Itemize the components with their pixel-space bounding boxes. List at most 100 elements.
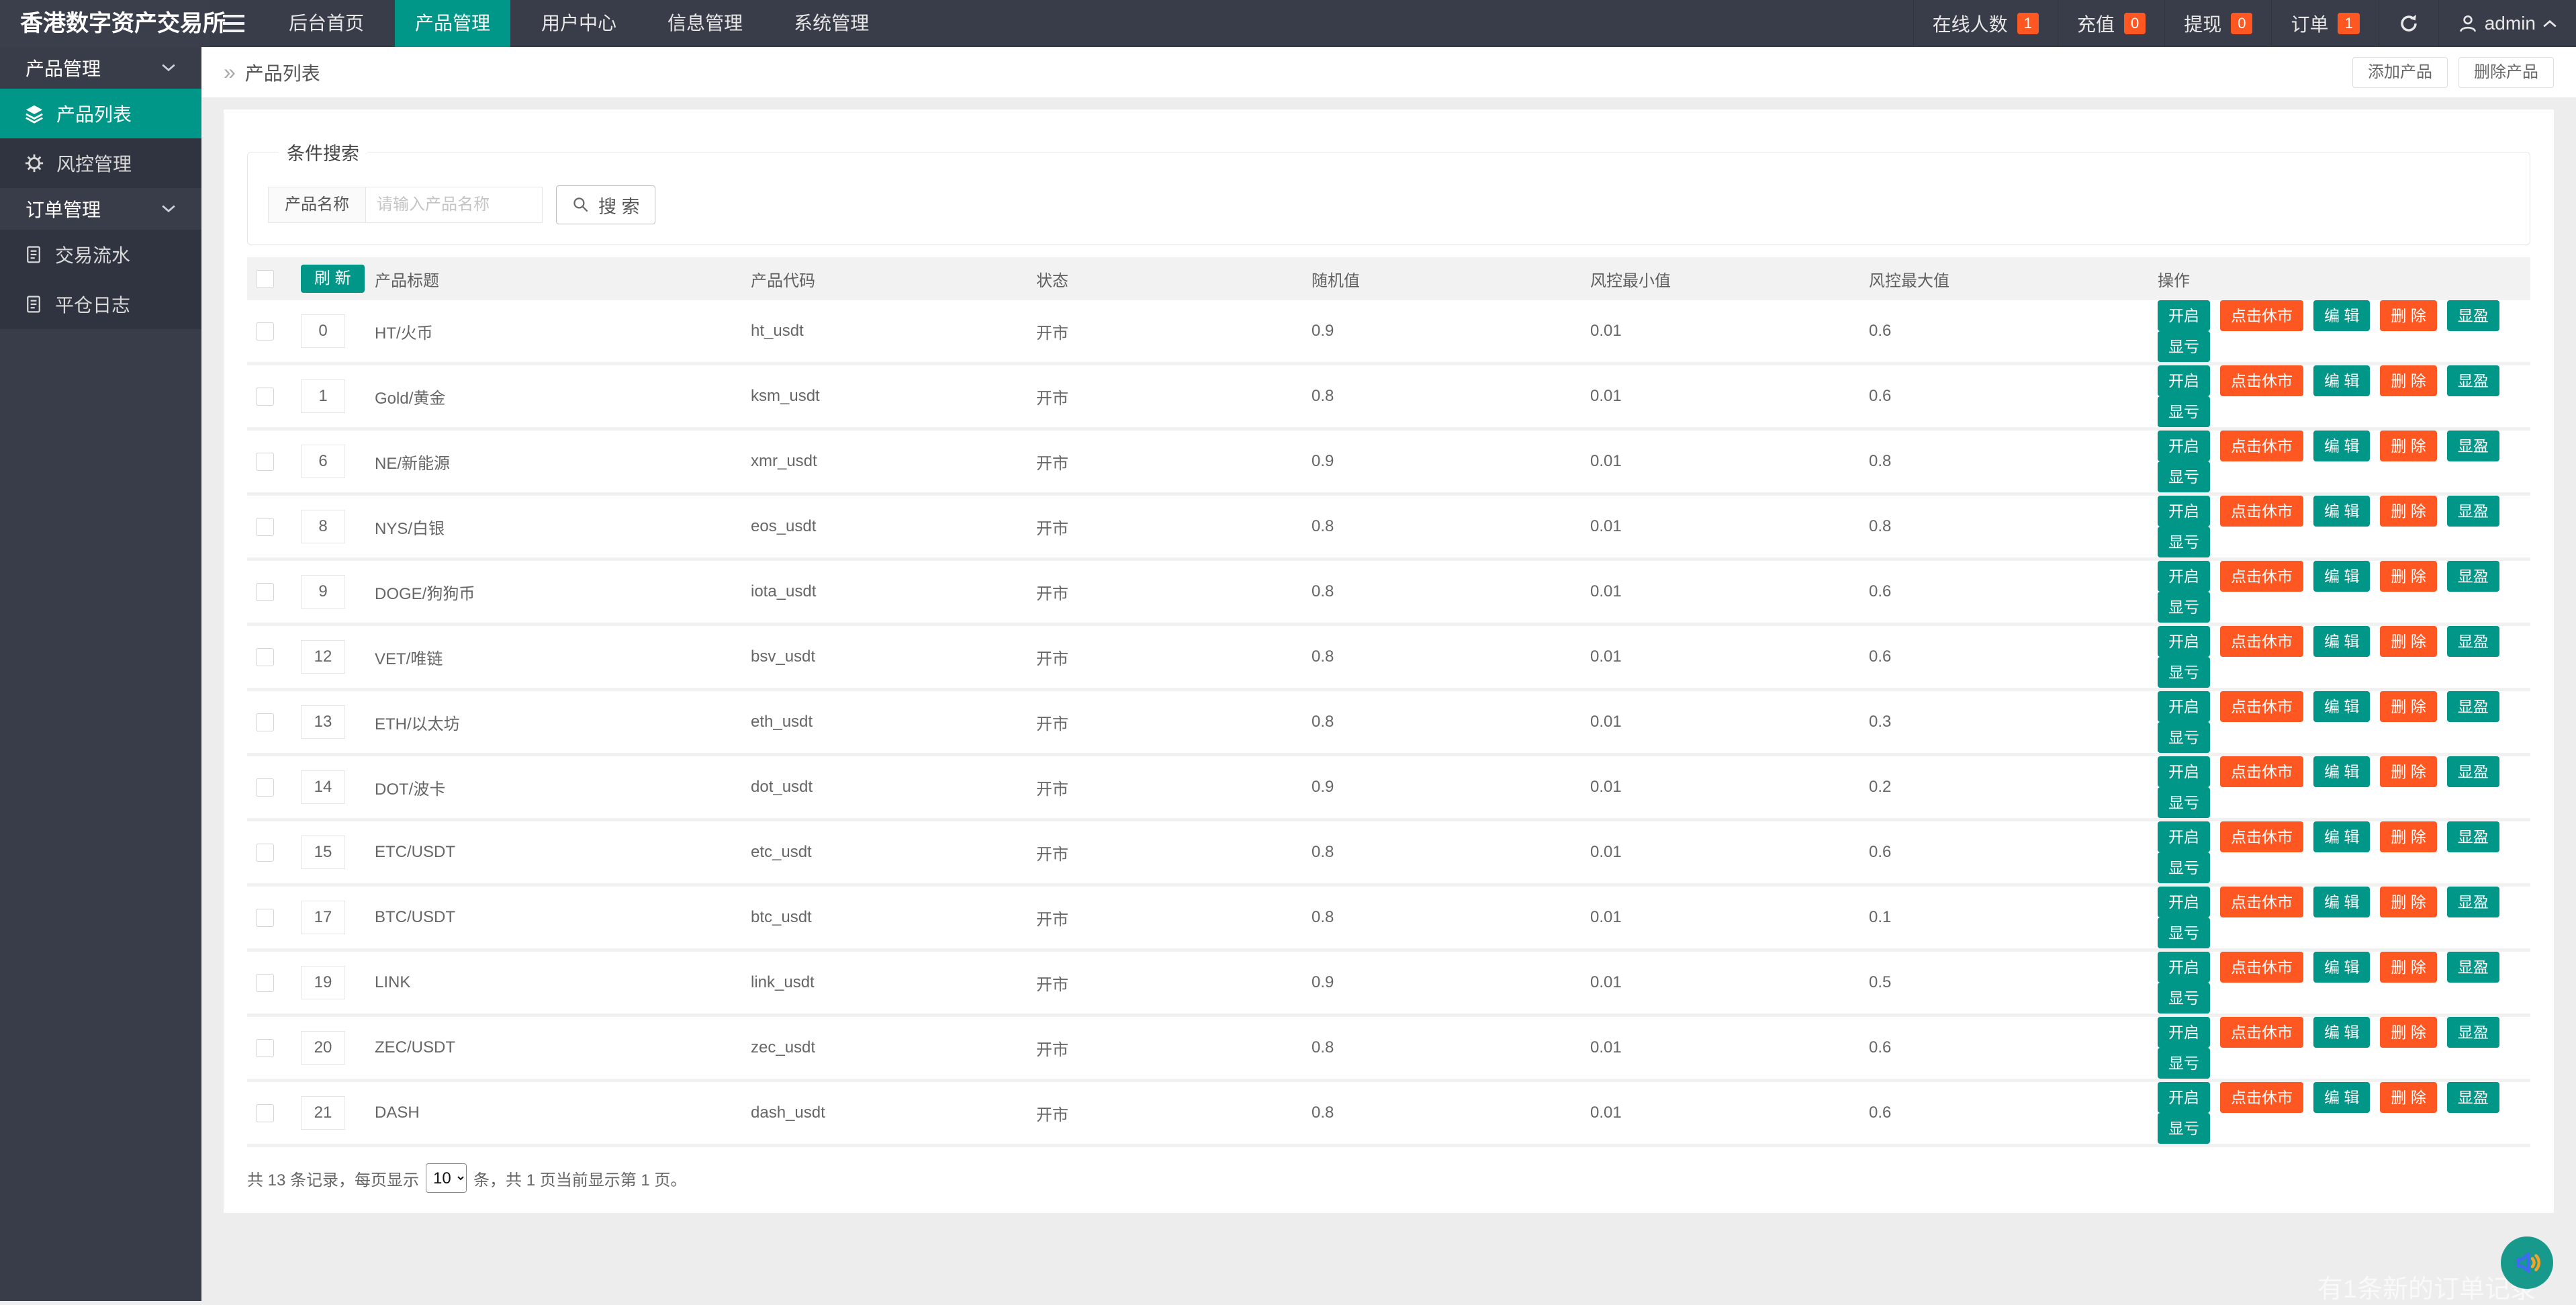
row-action-show-loss[interactable]: 显亏 [2158,787,2210,818]
row-action-show-loss[interactable]: 显亏 [2158,917,2210,948]
row-id[interactable]: 14 [301,770,345,804]
row-action-edit[interactable]: 编 辑 [2313,887,2371,917]
row-action-edit[interactable]: 编 辑 [2313,300,2371,331]
search-button[interactable]: 搜 索 [556,185,655,224]
row-action-open[interactable]: 开启 [2158,691,2210,722]
row-action-open[interactable]: 开启 [2158,887,2210,917]
row-action-close-market[interactable]: 点击休市 [2220,300,2303,331]
row-checkbox[interactable] [256,843,274,862]
row-action-close-market[interactable]: 点击休市 [2220,365,2303,396]
sidebar-item-close-log[interactable]: 平仓日志 [0,279,201,329]
nav-item-info[interactable]: 信息管理 [668,13,743,34]
row-action-show-profit[interactable]: 显盈 [2446,300,2499,331]
row-action-edit[interactable]: 编 辑 [2313,691,2371,722]
row-action-show-profit[interactable]: 显盈 [2446,1082,2499,1113]
row-action-close-market[interactable]: 点击休市 [2220,691,2303,722]
row-checkbox[interactable] [256,517,274,536]
row-action-show-loss[interactable]: 显亏 [2158,852,2210,883]
row-action-delete[interactable]: 删 除 [2380,561,2437,592]
row-action-edit[interactable]: 编 辑 [2313,626,2371,657]
add-product-button[interactable]: 添加产品 [2352,56,2448,88]
refresh-button[interactable]: 刷 新 [301,265,365,293]
stat-deposits[interactable]: 充值 0 [2057,0,2164,47]
row-action-edit[interactable]: 编 辑 [2313,952,2371,983]
page-size-select[interactable]: 10 [426,1163,467,1193]
row-action-delete[interactable]: 删 除 [2380,952,2437,983]
row-action-delete[interactable]: 删 除 [2380,365,2437,396]
row-action-edit[interactable]: 编 辑 [2313,1017,2371,1048]
row-action-show-profit[interactable]: 显盈 [2446,1017,2499,1048]
row-id[interactable]: 0 [301,314,345,348]
row-action-edit[interactable]: 编 辑 [2313,756,2371,787]
row-checkbox[interactable] [256,778,274,797]
nav-item-system[interactable]: 系统管理 [794,13,870,34]
nav-item-products[interactable]: 产品管理 [395,0,511,47]
row-id[interactable]: 12 [301,640,345,674]
row-action-show-profit[interactable]: 显盈 [2446,887,2499,917]
row-action-close-market[interactable]: 点击休市 [2220,626,2303,657]
row-checkbox[interactable] [256,387,274,406]
row-action-edit[interactable]: 编 辑 [2313,496,2371,527]
row-action-show-profit[interactable]: 显盈 [2446,691,2499,722]
nav-item-dashboard[interactable]: 后台首页 [289,13,365,34]
row-action-open[interactable]: 开启 [2158,561,2210,592]
row-action-open[interactable]: 开启 [2158,300,2210,331]
row-action-close-market[interactable]: 点击休市 [2220,496,2303,527]
row-action-show-loss[interactable]: 显亏 [2158,722,2210,753]
hamburger-icon[interactable] [210,0,258,47]
row-action-open[interactable]: 开启 [2158,952,2210,983]
admin-menu[interactable]: admin [2438,0,2576,47]
row-action-delete[interactable]: 删 除 [2380,1017,2437,1048]
row-action-show-loss[interactable]: 显亏 [2158,527,2210,557]
row-action-edit[interactable]: 编 辑 [2313,431,2371,461]
row-action-open[interactable]: 开启 [2158,496,2210,527]
row-id[interactable]: 19 [301,966,345,999]
stat-orders[interactable]: 订单 1 [2271,0,2378,47]
row-action-delete[interactable]: 删 除 [2380,496,2437,527]
row-checkbox[interactable] [256,1104,274,1122]
row-action-show-loss[interactable]: 显亏 [2158,657,2210,688]
sound-fab-button[interactable] [2501,1236,2553,1289]
row-id[interactable]: 8 [301,510,345,543]
row-action-show-loss[interactable]: 显亏 [2158,331,2210,362]
row-checkbox[interactable] [256,647,274,666]
row-action-show-loss[interactable]: 显亏 [2158,592,2210,623]
row-id[interactable]: 21 [301,1096,345,1130]
row-action-show-loss[interactable]: 显亏 [2158,461,2210,492]
row-id[interactable]: 9 [301,575,345,609]
row-action-open[interactable]: 开启 [2158,1017,2210,1048]
row-action-delete[interactable]: 删 除 [2380,626,2437,657]
row-action-delete[interactable]: 删 除 [2380,887,2437,917]
nav-item-users[interactable]: 用户中心 [541,13,617,34]
row-action-show-loss[interactable]: 显亏 [2158,396,2210,427]
row-checkbox[interactable] [256,452,274,471]
row-action-open[interactable]: 开启 [2158,821,2210,852]
row-action-close-market[interactable]: 点击休市 [2220,561,2303,592]
row-id[interactable]: 13 [301,705,345,739]
row-action-close-market[interactable]: 点击休市 [2220,756,2303,787]
row-action-show-profit[interactable]: 显盈 [2446,496,2499,527]
row-action-open[interactable]: 开启 [2158,431,2210,461]
row-action-edit[interactable]: 编 辑 [2313,1082,2371,1113]
row-action-close-market[interactable]: 点击休市 [2220,887,2303,917]
row-checkbox[interactable] [256,713,274,731]
row-checkbox[interactable] [256,582,274,601]
sidebar-item-risk-control[interactable]: 风控管理 [0,138,201,188]
row-action-show-profit[interactable]: 显盈 [2446,561,2499,592]
row-action-show-profit[interactable]: 显盈 [2446,952,2499,983]
row-action-close-market[interactable]: 点击休市 [2220,1082,2303,1113]
row-action-close-market[interactable]: 点击休市 [2220,431,2303,461]
row-action-open[interactable]: 开启 [2158,626,2210,657]
row-action-edit[interactable]: 编 辑 [2313,365,2371,396]
row-action-open[interactable]: 开启 [2158,756,2210,787]
sidebar-item-trade-flow[interactable]: 交易流水 [0,230,201,279]
sidebar-group-products[interactable]: 产品管理 [0,47,201,89]
row-action-show-profit[interactable]: 显盈 [2446,365,2499,396]
product-name-input[interactable] [365,187,543,223]
sidebar-item-product-list[interactable]: 产品列表 [0,89,201,138]
row-action-close-market[interactable]: 点击休市 [2220,821,2303,852]
refresh-icon[interactable] [2378,0,2438,47]
sidebar-group-orders[interactable]: 订单管理 [0,188,201,230]
row-action-show-profit[interactable]: 显盈 [2446,756,2499,787]
delete-product-button[interactable]: 删除产品 [2458,56,2554,88]
